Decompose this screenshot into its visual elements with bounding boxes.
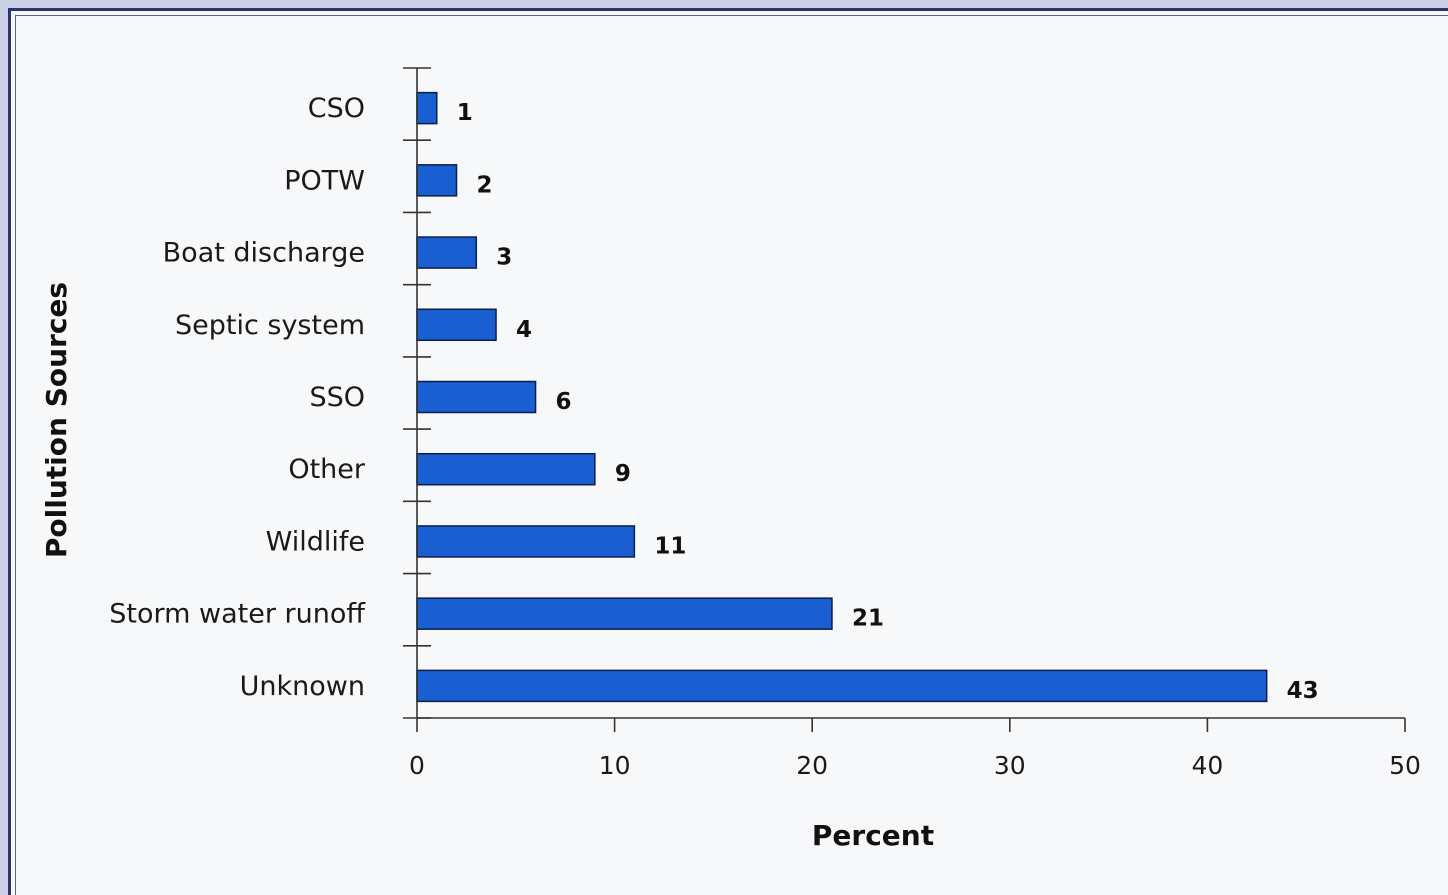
bar [416,669,1268,703]
category-label: Storm water runoff [109,599,366,630]
category-label: SSO [309,382,365,413]
bar [416,91,438,125]
bar [416,452,596,486]
chart-panel-inner-border [15,15,1448,895]
bar [416,380,537,414]
category-label: Septic system [175,310,365,341]
data-label: 43 [1287,678,1319,704]
category-labels: CSO POTW Boat discharge Septic system SSO Oth… [109,93,366,702]
x-axis-title: Percent [812,819,934,852]
x-axis-ticks [416,718,1406,732]
category-label: POTW [284,165,365,196]
category-label: Unknown [240,671,365,702]
chart-panel [8,8,1448,895]
data-label: 9 [615,461,631,487]
category-label: Boat discharge [163,238,365,269]
data-label: 2 [477,172,493,198]
category-label: Other [288,454,366,485]
category-label: Wildlife [266,526,365,557]
x-axis-tick-labels: 0 10 20 30 40 50 [409,751,1421,780]
data-label: 3 [496,245,512,271]
bar [416,525,636,558]
bar [416,236,478,269]
category-label: CSO [308,93,365,124]
x-tick-label: 0 [409,751,425,780]
x-tick-label: 20 [796,751,828,780]
data-label: 4 [516,317,532,343]
x-tick-label: 50 [1389,751,1421,780]
data-label: 6 [556,389,572,415]
x-tick-label: 30 [994,751,1026,780]
y-axis-title: Pollution Sources [40,282,73,558]
data-label: 11 [654,533,686,559]
data-label: 1 [457,100,473,126]
data-label: 21 [852,606,884,632]
bar [416,164,458,197]
x-tick-label: 40 [1191,751,1223,780]
bar [416,308,497,342]
bar [416,597,833,630]
value-labels: 1 2 3 4 6 9 11 21 43 [457,100,1319,704]
bars-group [416,91,1268,703]
x-tick-label: 10 [599,751,631,780]
